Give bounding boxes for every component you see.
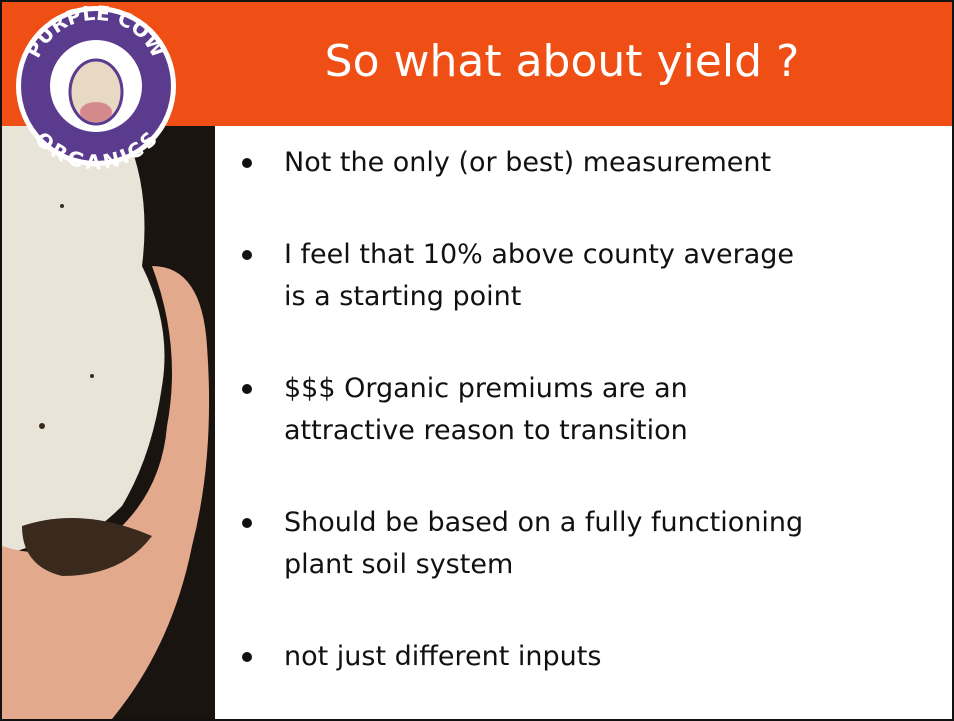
bullet-item: not just different inputs <box>234 636 944 678</box>
logo: PURPLE COW ORGANICS <box>2 2 187 177</box>
bullet-text: is a starting point <box>284 276 944 318</box>
bullet-text: attractive reason to transition <box>284 410 944 452</box>
bullet-list: Not the only (or best) measurement I feel… <box>234 142 944 721</box>
photo <box>2 126 215 719</box>
bullet-text: I feel that 10% above county average <box>284 234 944 276</box>
bullet-text: not just different inputs <box>284 636 944 678</box>
slide-title: So what about yield ? <box>232 32 892 92</box>
bullet-item: Not the only (or best) measurement <box>234 142 944 184</box>
bullet-text: $$$ Organic premiums are an <box>284 368 944 410</box>
bullet-text: Not the only (or best) measurement <box>284 142 944 184</box>
page: PURPLE COW ORGANICS So what about yield … <box>0 0 954 721</box>
bullet-text: Should be based on a fully functioning <box>284 502 944 544</box>
bullet-text: plant soil system <box>284 544 944 586</box>
slide: PURPLE COW ORGANICS So what about yield … <box>0 0 954 721</box>
